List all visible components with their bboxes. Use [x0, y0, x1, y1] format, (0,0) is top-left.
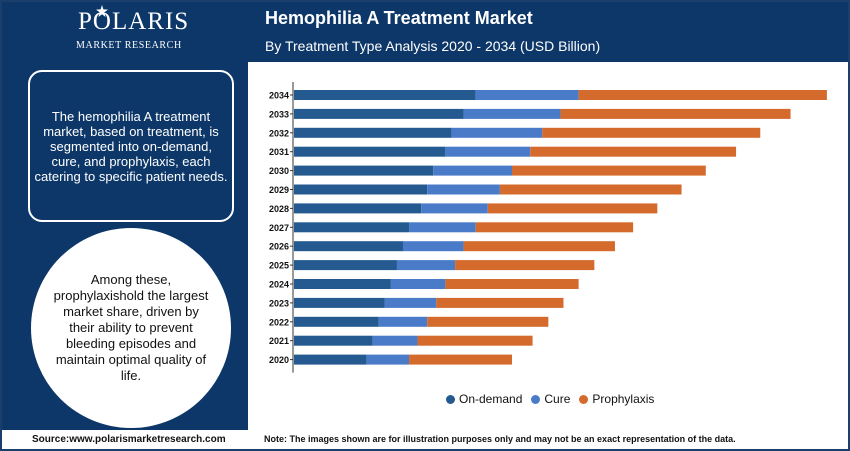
source-text: Source:www.polarismarketresearch.com — [32, 434, 226, 445]
bar-prophylaxis-2021 — [417, 335, 533, 346]
summary-box: The hemophilia A treatment market, based… — [28, 70, 234, 222]
bar-on-demand-2023 — [294, 297, 385, 308]
bar-cure-2024 — [390, 279, 446, 289]
page-subtitle: By Treatment Type Analysis 2020 - 2034 (… — [265, 38, 601, 54]
legend-item-on-demand: On-demand — [446, 392, 522, 406]
bar-prophylaxis-2033 — [560, 108, 791, 119]
bar-on-demand-2031 — [294, 146, 446, 157]
bar-on-demand-2032 — [294, 127, 452, 138]
tick-label-2026: 2026 — [269, 242, 289, 252]
bar-on-demand-2034 — [294, 90, 476, 100]
bar-on-demand-2020 — [294, 354, 367, 365]
tick-label-2027: 2027 — [269, 223, 289, 233]
tick-label-2021: 2021 — [269, 336, 289, 346]
tick-label-2028: 2028 — [269, 204, 289, 214]
bar-prophylaxis-2026 — [463, 241, 615, 252]
bar-prophylaxis-2027 — [475, 222, 634, 233]
bar-prophylaxis-2024 — [445, 279, 579, 289]
bar-cure-2021 — [372, 335, 418, 346]
bar-on-demand-2029 — [294, 184, 428, 195]
legend-label-cure: Cure — [544, 392, 571, 406]
tick-label-2033: 2033 — [269, 109, 289, 119]
bar-cure-2031 — [445, 146, 531, 157]
bar-cure-2022 — [378, 316, 428, 327]
header-bar: POLARIS MARKET RESEARCH Hemophilia A Tre… — [2, 2, 848, 62]
bar-cure-2027 — [409, 222, 476, 233]
bar-on-demand-2027 — [294, 222, 410, 233]
bar-prophylaxis-2022 — [427, 316, 549, 327]
legend-item-prophylaxis: Prophylaxis — [579, 392, 654, 406]
bar-cure-2034 — [475, 90, 579, 100]
bar-prophylaxis-2023 — [436, 297, 564, 308]
bar-on-demand-2026 — [294, 241, 403, 252]
logo-subtitle: MARKET RESEARCH — [76, 40, 182, 51]
bar-on-demand-2030 — [294, 165, 434, 176]
bar-on-demand-2024 — [294, 279, 391, 289]
bar-on-demand-2022 — [294, 316, 379, 327]
bar-cure-2032 — [451, 127, 543, 138]
bar-cure-2023 — [384, 297, 437, 308]
tick-label-2022: 2022 — [269, 317, 289, 327]
chart-legend: On-demand Cure Prophylaxis — [446, 392, 663, 406]
bar-prophylaxis-2025 — [455, 260, 595, 271]
tick-label-2030: 2030 — [269, 166, 289, 176]
tick-label-2025: 2025 — [269, 261, 289, 271]
page-title: Hemophilia A Treatment Market — [265, 8, 533, 28]
tick-label-2034: 2034 — [269, 91, 289, 101]
star-icon — [96, 5, 108, 17]
bar-prophylaxis-2034 — [578, 90, 827, 100]
bar-cure-2020 — [366, 354, 410, 365]
bar-prophylaxis-2020 — [409, 354, 512, 365]
legend-dot-prophylaxis — [579, 394, 589, 404]
tick-label-2023: 2023 — [269, 298, 289, 308]
legend-dot-cure — [531, 394, 541, 404]
footer-bar — [2, 430, 848, 449]
bar-cure-2030 — [433, 165, 512, 176]
tick-label-2020: 2020 — [269, 355, 289, 365]
disclaimer-note: Note: The images shown are for illustrat… — [264, 434, 736, 444]
legend-dot-on-demand — [446, 394, 455, 404]
logo-title: POLARIS — [78, 8, 190, 35]
bar-on-demand-2021 — [294, 335, 373, 346]
tick-label-2029: 2029 — [269, 185, 289, 195]
bar-cure-2028 — [421, 203, 488, 214]
bar-cure-2026 — [403, 241, 464, 252]
legend-item-cure: Cure — [531, 392, 570, 406]
tick-label-2024: 2024 — [269, 280, 289, 290]
bar-cure-2025 — [396, 260, 456, 271]
bar-on-demand-2025 — [294, 260, 397, 271]
legend-label-prophylaxis: Prophylaxis — [592, 392, 655, 406]
bar-prophylaxis-2032 — [542, 127, 761, 138]
tick-label-2031: 2031 — [269, 147, 289, 157]
bar-on-demand-2033 — [294, 108, 464, 119]
legend-label-on-demand: On-demand — [459, 392, 523, 406]
bar-prophylaxis-2030 — [512, 165, 706, 176]
bar-prophylaxis-2031 — [530, 146, 737, 157]
bar-prophylaxis-2029 — [499, 184, 682, 195]
stacked-bar-chart: 2034 2033 2032 2031 2030 2029 2028 2027 2026 2025… — [269, 82, 827, 373]
tick-label-2032: 2032 — [269, 128, 289, 138]
bar-cure-2033 — [463, 108, 561, 119]
bar-cure-2029 — [427, 184, 500, 195]
bar-prophylaxis-2028 — [487, 203, 658, 214]
highlight-circle: Among these, prophylaxishold the largest… — [31, 228, 231, 428]
bar-on-demand-2028 — [294, 203, 422, 214]
